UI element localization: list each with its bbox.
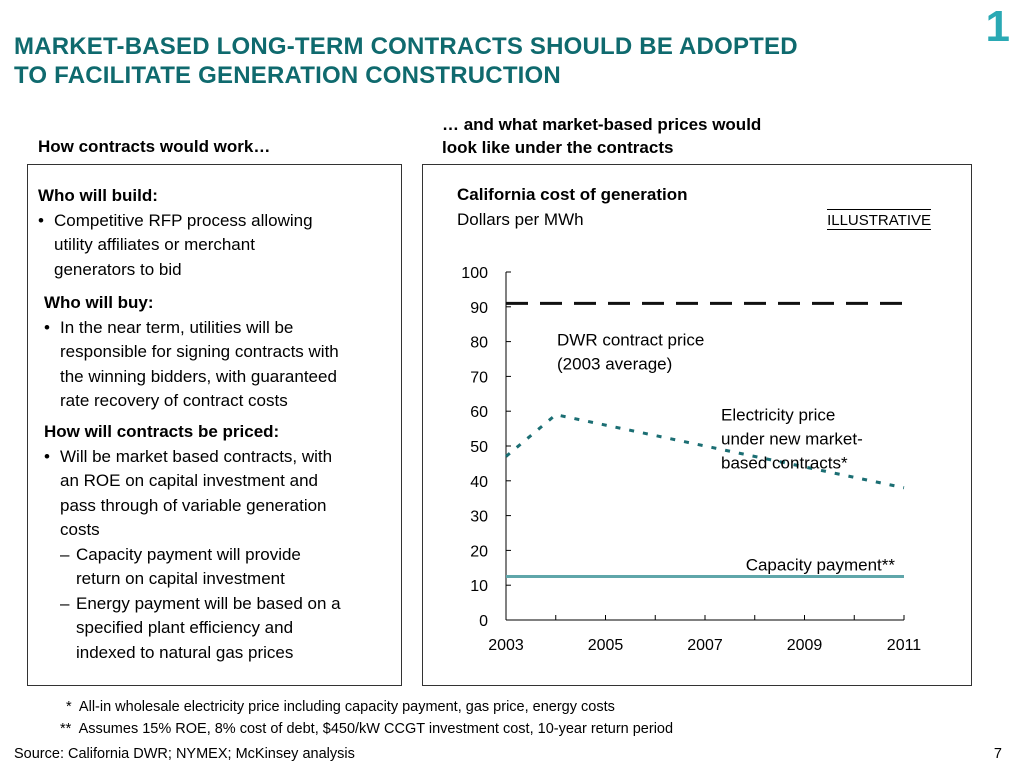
chart-box: California cost of generation Dollars pe… [422,164,972,686]
bullet-icon: • [38,210,44,230]
series-label: under new market- [721,430,863,449]
footnote-text: Assumes 15% ROE, 8% cost of debt, $450/k… [78,721,674,737]
series-label: DWR contract price [557,330,704,349]
title-line-2: TO FACILITATE GENERATION CONSTRUCTION [14,62,561,89]
x-tick-label: 2009 [787,637,823,654]
y-tick-label: 80 [470,335,488,352]
chart-title: California cost of generation [457,185,688,204]
bullet-text-line: utility affiliates or merchant [54,235,255,254]
bullet-text-line: Competitive RFP process allowing [54,210,313,230]
who-will-build-heading: Who will build: [38,186,158,205]
series-label: based contracts* [721,454,848,473]
who-will-build-bullet: • Competitive RFP process allowing utili… [38,209,398,283]
chart-unit-label: Dollars per MWh [457,210,584,229]
footnote-marker: * [66,699,72,715]
dash-icon: – [60,593,70,613]
sub-point-energy: – Energy payment will be based on a spec… [60,592,400,666]
dash-icon: – [60,544,70,564]
who-will-buy-heading: Who will buy: [44,293,154,312]
title-line-1: MARKET-BASED LONG-TERM CONTRACTS SHOULD … [14,33,798,60]
y-tick-label: 70 [470,369,488,386]
who-will-buy-section: Who will buy: • In the near term, utilit… [44,291,400,414]
right-heading: … and what market-based prices would loo… [442,113,761,159]
footnote-marker: ** [60,721,72,737]
x-tick-label: 2011 [887,637,922,654]
how-priced-heading: How will contracts be priced: [44,422,280,441]
who-will-build-section: Who will build: • Competitive RFP proces… [38,184,398,282]
sub-point-text-line: specified plant efficiency and [76,618,294,637]
x-tick-label: 2003 [488,637,524,654]
slide-number: 1 [985,2,1010,51]
bullet-text-line: costs [60,520,100,539]
series-line-1 [505,413,905,490]
sub-point-text-line: Energy payment will be based on a [76,593,341,613]
bullet-text-line: responsible for signing contracts with [60,342,339,361]
y-tick-label: 20 [470,543,488,560]
page-number: 7 [993,746,1002,762]
who-will-buy-bullet: • In the near term, utilities will be re… [44,316,400,414]
bullet-text-line: generators to bid [54,259,182,279]
sub-point-text-line: Capacity payment will provide [76,544,301,564]
bullet-text-line: rate recovery of contract costs [60,391,288,410]
bullet-icon: • [44,317,50,337]
x-tick-label: 2005 [588,637,624,654]
y-tick-label: 100 [461,265,488,282]
y-tick-label: 30 [470,509,488,526]
series-label: Capacity payment** [746,556,896,575]
contracts-explanation-box: Who will build: • Competitive RFP proces… [27,164,402,686]
how-priced-section: How will contracts be priced: • Will be … [44,420,400,665]
illustrative-label: ILLUSTRATIVE [827,209,931,230]
sub-point-text-line: return on capital investment [76,569,285,588]
footnote-2: ** Assumes 15% ROE, 8% cost of debt, $45… [60,721,673,737]
right-heading-line-2: look like under the contracts [442,138,674,157]
y-tick-label: 0 [479,613,488,630]
y-tick-label: 60 [470,404,488,421]
line-chart: 0 10 20 30 40 50 60 70 80 90 100 2003 2005 2007 2009 20… [461,265,922,654]
series-label: (2003 average) [557,354,672,373]
sub-point-capacity: – Capacity payment will provide return o… [60,543,400,592]
y-tick-label: 90 [470,300,488,317]
page-title: MARKET-BASED LONG-TERM CONTRACTS SHOULD … [14,32,914,90]
bullet-text-line: In the near term, utilities will be [60,317,294,337]
bullet-text-line: an ROE on capital investment and [60,471,318,490]
footnote-1: * All-in wholesale electricity price inc… [66,699,615,715]
source-note: Source: California DWR; NYMEX; McKinsey … [14,746,355,762]
y-tick-label: 40 [470,474,488,491]
footnote-text: All-in wholesale electricity price inclu… [78,699,615,715]
sub-point-text-line: indexed to natural gas prices [76,642,294,662]
y-tick-label: 10 [470,578,488,595]
x-tick-label: 2007 [687,637,723,654]
how-priced-bullet: • Will be market based contracts, with a… [44,445,400,666]
bullet-text-line: pass through of variable generation [60,495,327,515]
bullet-icon: • [44,446,50,466]
right-heading-line-1: … and what market-based prices would [442,115,762,134]
bullet-text-line: Will be market based contracts, with [60,446,333,466]
left-heading: How contracts would work… [38,137,271,156]
y-tick-label: 50 [470,439,488,456]
bullet-text-line: the winning bidders, with guaranteed [60,366,337,386]
series-label: Electricity price [721,406,835,425]
